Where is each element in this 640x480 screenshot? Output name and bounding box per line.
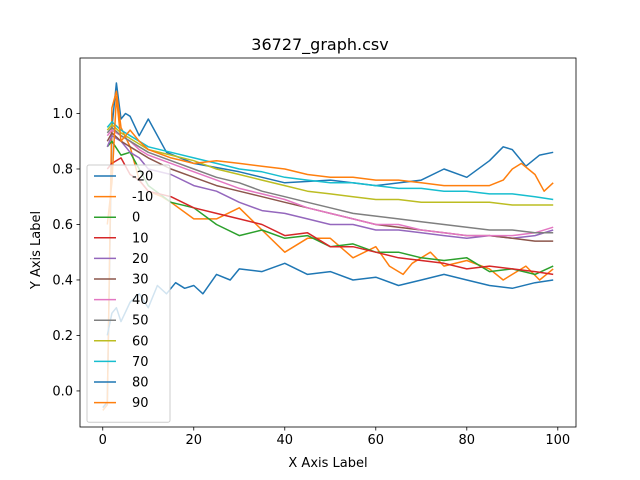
legend-label: 20 [132,252,149,267]
legend-label: 10 [132,231,149,246]
series-line-11 [106,96,554,225]
series-line-7 [106,126,554,234]
series-line-8 [106,123,554,206]
y-tick-label: 0.0 [52,384,73,399]
legend: -20 -10 0 10 20 30 40 50 60 70 80 90 [86,164,171,423]
legend-label: 50 [132,314,149,329]
x-tick-label: 20 [185,433,202,448]
y-axis-label: Y Axis Label [29,211,44,290]
x-tick-label: 80 [459,433,476,448]
series-line-6 [106,129,554,237]
series-line-4 [106,134,554,240]
y-tick-label: 0.6 [52,218,73,233]
legend-label: 0 [132,211,140,226]
x-tick-label: 40 [276,433,293,448]
x-tick-label: 0 [99,433,107,448]
x-tick-label: 60 [368,433,385,448]
legend-label: 30 [132,273,149,288]
legend-box [86,164,171,423]
axes-frame [79,57,577,428]
legend-label: 90 [132,396,149,411]
legend-label: 70 [132,355,149,370]
x-axis-label: X Axis Label [288,456,367,471]
x-tick-label: 100 [545,433,570,448]
legend-label: -10 [132,190,153,205]
series-lines [102,82,554,411]
legend-label: 40 [132,293,149,308]
legend-label: -20 [132,170,153,185]
y-tick-label: 0.4 [52,273,73,288]
legend-label: 80 [132,376,149,391]
y-tick-label: 1.0 [52,107,73,122]
y-tick-label: 0.8 [52,162,73,177]
series-line-0 [102,82,554,409]
y-tick-label: 0.2 [52,329,73,344]
legend-label: 60 [132,334,149,349]
chart-title: 36727_graph.csv [251,35,388,55]
